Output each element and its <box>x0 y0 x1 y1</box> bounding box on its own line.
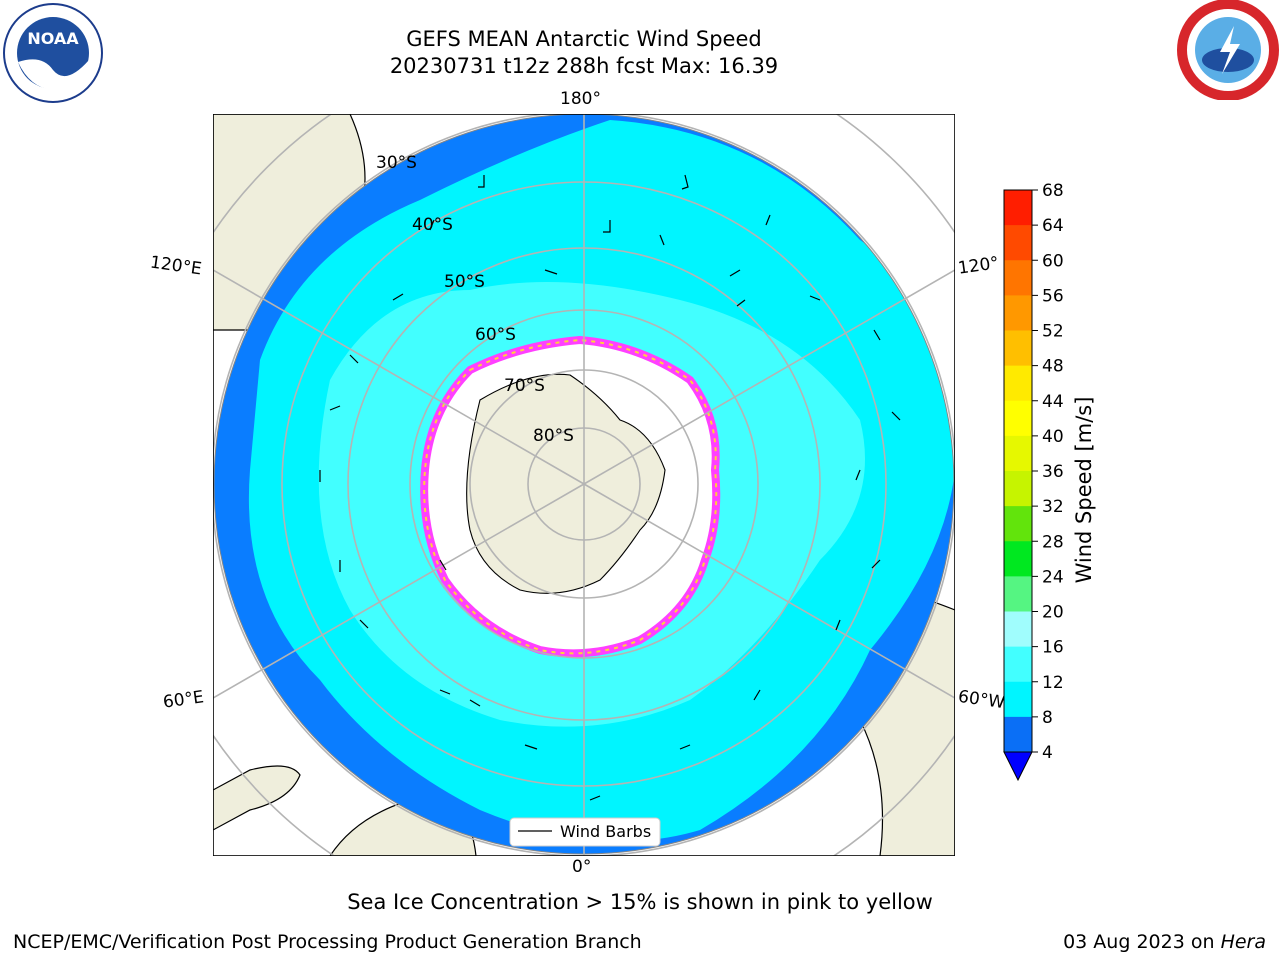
colorbar-tick-label: 24 <box>1042 567 1064 587</box>
colorbar-segment <box>1004 506 1032 542</box>
colorbar-segment <box>1004 190 1032 226</box>
lat-label-60s: 60°S <box>475 325 516 345</box>
noaa-logo-text: NOAA <box>27 29 79 48</box>
madagascar-landmass <box>213 765 301 831</box>
colorbar-tick-label: 8 <box>1042 708 1053 728</box>
wind-barbs <box>319 174 901 801</box>
colorbar-segment <box>1004 330 1032 367</box>
colorbar-tick-label: 12 <box>1042 673 1064 693</box>
lon-label-120e: 120°E <box>148 252 203 280</box>
lon-label-120w: 120° <box>956 253 1001 279</box>
colorbar-segment <box>1004 576 1032 612</box>
lat-label-50s: 50°S <box>444 272 485 292</box>
map-title: GEFS MEAN Antarctic Wind Speed <box>406 27 762 51</box>
colorbar-tick-label: 28 <box>1042 532 1064 552</box>
colorbar-tick-label: 60 <box>1042 251 1064 271</box>
lat-label-40s: 40°S <box>412 215 453 235</box>
colorbar-tick-label: 20 <box>1042 603 1064 623</box>
colorbar-tick-label: 56 <box>1042 286 1064 306</box>
legend-label: Wind Barbs <box>560 822 651 841</box>
colorbar-tick-label: 16 <box>1042 638 1064 658</box>
colorbar-tick-label: 44 <box>1042 392 1064 412</box>
colorbar-segment <box>1004 681 1032 718</box>
colorbar-tick-label: 48 <box>1042 357 1064 377</box>
noaa-logo-icon: NOAA <box>3 3 103 103</box>
colorbar-tick-label: 36 <box>1042 462 1064 482</box>
colorbar-segment <box>1004 260 1032 296</box>
colorbar-segment <box>1004 225 1032 261</box>
antarctica-continent <box>466 373 666 594</box>
colorbar-segment <box>1004 365 1032 402</box>
lat-label-30s: 30°S <box>376 153 417 173</box>
colorbar-segment <box>1004 646 1032 683</box>
lon-label-0: 0° <box>572 857 592 877</box>
colorbar-label: Wind Speed [m/s] <box>1072 396 1096 584</box>
polar-map: Wind Barbs 30°S 40°S 50°S 60°S 70°S 80°S <box>213 114 955 856</box>
colorbar-extend-arrow <box>1003 751 1033 782</box>
map-subtitle: 20230731 t12z 288h fcst Max: 16.39 <box>389 54 779 78</box>
colorbar-segment <box>1004 295 1032 331</box>
colorbar-segment <box>1004 541 1032 577</box>
colorbar-tick-label: 32 <box>1042 497 1064 517</box>
colorbar-tick-label: 52 <box>1042 322 1064 342</box>
lat-label-70s: 70°S <box>504 376 545 396</box>
national-weather-service-logo-icon <box>1177 0 1279 100</box>
machine-name: Hera <box>1220 931 1266 953</box>
credit-line: NCEP/EMC/Verification Post Processing Pr… <box>13 931 642 953</box>
colorbar-segment <box>1004 716 1032 753</box>
colorbar-tick-label: 4 <box>1042 743 1053 763</box>
lat-label-80s: 80°S <box>533 426 574 446</box>
date-stamp: 03 Aug 2023 on Hera <box>1063 931 1266 953</box>
lon-label-60e: 60°E <box>161 687 206 713</box>
colorbar-segment <box>1004 400 1032 437</box>
colorbar-segment <box>1004 471 1032 507</box>
longitude-grid <box>213 114 955 856</box>
colorbar-segment <box>1004 611 1032 648</box>
colorbar-tick-label: 64 <box>1042 216 1064 236</box>
colorbar-segment <box>1004 435 1032 472</box>
colorbar-tick-label: 40 <box>1042 427 1064 447</box>
sea-ice-caption: Sea Ice Concentration > 15% is shown in … <box>347 890 933 914</box>
colorbar-tick-label: 68 <box>1042 181 1064 201</box>
wind-barbs-legend: Wind Barbs <box>509 817 661 847</box>
lon-label-180: 180° <box>560 89 601 109</box>
date-text: 03 Aug 2023 on <box>1063 931 1215 953</box>
